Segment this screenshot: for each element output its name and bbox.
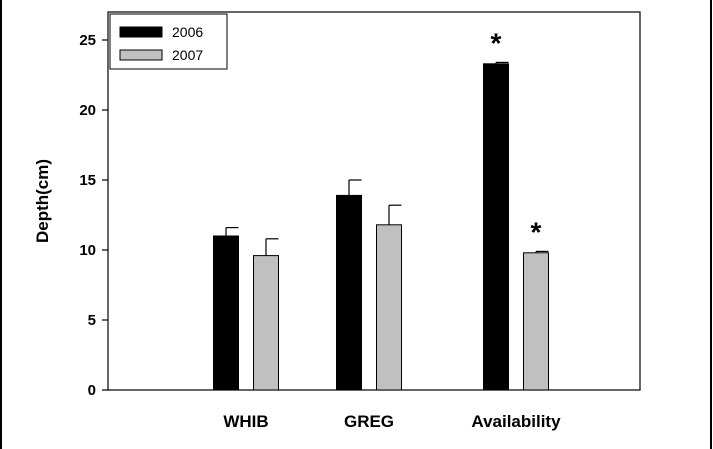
legend-label-2007: 2007	[172, 47, 203, 63]
x-tick-label: GREG	[344, 412, 394, 431]
plot-area	[107, 11, 641, 391]
significance-asterisk: *	[491, 27, 502, 58]
x-axis: WHIB GREG Availability	[223, 412, 561, 431]
x-tick-label: Availability	[471, 412, 561, 431]
y-tick-label: 20	[79, 102, 96, 119]
bars-group	[213, 61, 549, 391]
bar-2006-greg	[336, 194, 362, 391]
y-axis-title: Depth(cm)	[33, 159, 52, 243]
bar-2006-availability	[483, 63, 509, 391]
bar-2007-availability	[523, 252, 549, 391]
y-axis: 0 5 10 15 20 25	[79, 32, 108, 399]
y-tick-label: 0	[88, 382, 96, 399]
bar-2006-whib	[213, 235, 239, 391]
legend-label-2006: 2006	[172, 24, 203, 40]
y-tick-label: 5	[88, 312, 96, 329]
y-tick-label: 15	[79, 172, 96, 189]
y-tick-label: 10	[79, 242, 96, 259]
legend: 2006 2007	[109, 13, 228, 70]
bar-2007-greg	[376, 224, 402, 391]
annotations-group: **	[491, 27, 542, 247]
x-tick-label: WHIB	[223, 412, 268, 431]
bar-2007-whib	[253, 255, 279, 391]
significance-asterisk: *	[531, 216, 542, 247]
y-tick-label: 25	[79, 32, 96, 49]
legend-box	[109, 13, 228, 70]
legend-swatch-2007	[119, 49, 163, 61]
legend-swatch-2006	[119, 26, 163, 38]
